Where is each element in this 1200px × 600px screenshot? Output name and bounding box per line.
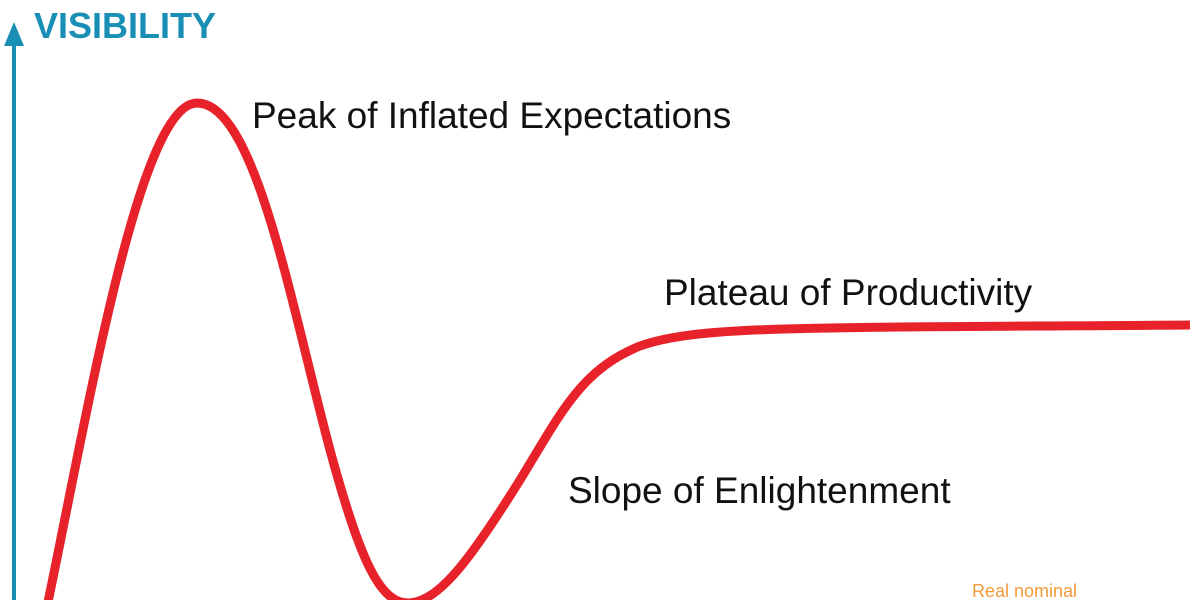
phase-label: Slope of Enlightenment (568, 470, 951, 511)
phase-label: Peak of Inflated Expectations (252, 95, 731, 136)
phase-label: Plateau of Productivity (664, 272, 1033, 313)
y-axis-label: VISIBILITY (34, 5, 216, 46)
y-axis-arrow (4, 22, 24, 46)
hype-curve (43, 98, 1191, 600)
credit: Real nominal (972, 581, 1077, 600)
